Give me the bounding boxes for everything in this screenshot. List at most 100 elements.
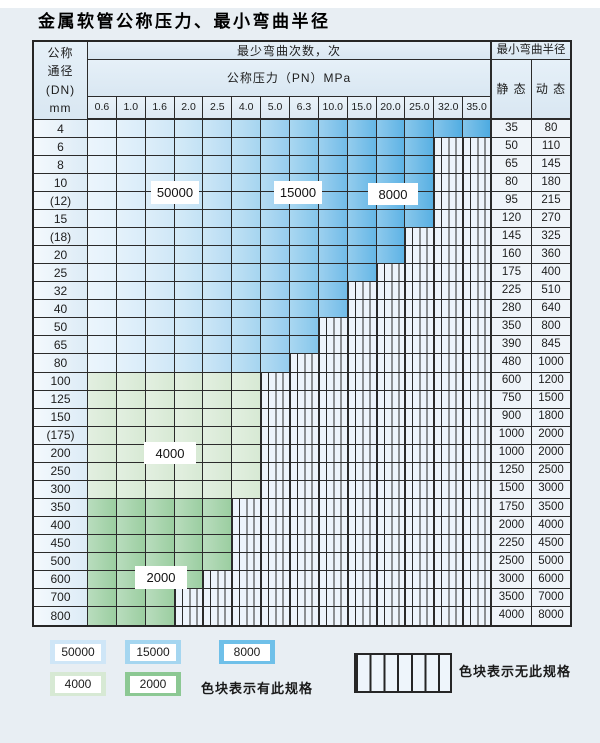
spec-cell — [232, 282, 262, 301]
dn-cell: 100 — [34, 372, 88, 391]
legend-swatch-8000: 8000 — [219, 640, 275, 664]
spec-cell — [232, 192, 262, 211]
no-spec-cell — [463, 606, 492, 625]
no-spec-cell — [434, 390, 464, 409]
dn-cell: 25 — [34, 264, 88, 283]
spec-cell — [174, 498, 204, 517]
spec-cell — [145, 120, 175, 139]
spec-cell — [174, 354, 204, 373]
no-spec-cell — [347, 588, 377, 607]
no-spec-cell — [318, 318, 348, 337]
no-spec-cell — [347, 606, 377, 625]
no-spec-cell — [405, 282, 435, 301]
spec-cell — [116, 138, 146, 157]
spec-cell — [145, 318, 175, 337]
no-spec-cell — [376, 570, 406, 589]
dn-cell: 10 — [34, 174, 88, 193]
no-spec-cell — [290, 390, 319, 409]
no-spec-cell — [463, 588, 492, 607]
dn-cell: 4 — [34, 120, 88, 139]
spec-cell — [88, 336, 117, 355]
spec-cell — [261, 264, 290, 283]
legend-swatch-label: 2000 — [130, 675, 176, 693]
spec-cell — [203, 354, 233, 373]
static-value-cell: 280 — [492, 300, 532, 319]
no-spec-cell — [434, 192, 464, 211]
spec-cell — [232, 354, 262, 373]
spec-cell — [145, 606, 175, 625]
no-spec-cell — [405, 570, 435, 589]
no-spec-cell — [434, 138, 464, 157]
no-spec-cell — [318, 552, 348, 571]
no-spec-cell — [261, 390, 290, 409]
spec-cell — [261, 318, 290, 337]
no-spec-cell — [405, 516, 435, 535]
spec-cell — [203, 372, 233, 391]
no-spec-cell — [290, 354, 319, 373]
no-spec-cell — [405, 444, 435, 463]
spec-cell — [145, 264, 175, 283]
dn-cell: (18) — [34, 228, 88, 247]
spec-cell — [318, 174, 348, 193]
spec-cell — [88, 516, 117, 535]
spec-cell — [116, 516, 146, 535]
dn-cell: 700 — [34, 588, 88, 607]
no-spec-cell — [347, 390, 377, 409]
header-pressure-value: 6.3 — [290, 97, 319, 120]
dynamic-value-cell: 110 — [532, 138, 570, 157]
spec-cell — [174, 318, 204, 337]
no-spec-cell — [376, 372, 406, 391]
spec-cell — [318, 156, 348, 175]
no-spec-cell — [434, 570, 464, 589]
no-spec-cell — [318, 426, 348, 445]
no-spec-cell — [434, 516, 464, 535]
spec-cell — [261, 354, 290, 373]
no-spec-cell — [347, 282, 377, 301]
no-spec-cell — [463, 354, 492, 373]
header-dn-line: (DN) — [45, 82, 76, 97]
dynamic-value-cell: 270 — [532, 210, 570, 229]
no-spec-cell — [434, 336, 464, 355]
dn-cell: 300 — [34, 480, 88, 499]
spec-cell — [318, 210, 348, 229]
spec-cell — [203, 264, 233, 283]
legend-swatch-4000: 4000 — [50, 672, 106, 696]
dn-cell: 6 — [34, 138, 88, 157]
no-spec-cell — [463, 174, 492, 193]
spec-cell — [145, 372, 175, 391]
header-pressure-value: 10.0 — [318, 97, 348, 120]
static-value-cell: 175 — [492, 264, 532, 283]
spec-cell — [145, 390, 175, 409]
dn-cell: (175) — [34, 426, 88, 445]
spec-cell — [232, 120, 262, 139]
legend-swatch-2000: 2000 — [125, 672, 181, 696]
spec-cell — [174, 300, 204, 319]
spec-cell — [88, 372, 117, 391]
spec-cell — [174, 372, 204, 391]
no-spec-cell — [376, 552, 406, 571]
no-spec-cell — [376, 390, 406, 409]
header-pressure-value: 1.0 — [116, 97, 146, 120]
no-spec-cell — [405, 300, 435, 319]
no-spec-cell — [318, 354, 348, 373]
static-value-cell: 225 — [492, 282, 532, 301]
spec-cell — [203, 462, 233, 481]
static-value-cell: 35 — [492, 120, 532, 139]
static-value-cell: 900 — [492, 408, 532, 427]
spec-cell — [174, 462, 204, 481]
dn-cell: 600 — [34, 570, 88, 589]
no-spec-cell — [405, 390, 435, 409]
spec-table: 公称 通径 (DN) mm 最少弯曲次数，次 最小弯曲半径 公称压力（PN）MP… — [32, 40, 572, 627]
no-spec-cell — [463, 390, 492, 409]
spec-cell — [203, 120, 233, 139]
dn-cell: 350 — [34, 498, 88, 517]
spec-cell — [174, 228, 204, 247]
static-value-cell: 145 — [492, 228, 532, 247]
no-spec-cell — [434, 246, 464, 265]
no-spec-cell — [463, 228, 492, 247]
spec-cell — [145, 480, 175, 499]
no-spec-cell — [347, 552, 377, 571]
spec-cell — [318, 192, 348, 211]
spec-cell — [116, 462, 146, 481]
